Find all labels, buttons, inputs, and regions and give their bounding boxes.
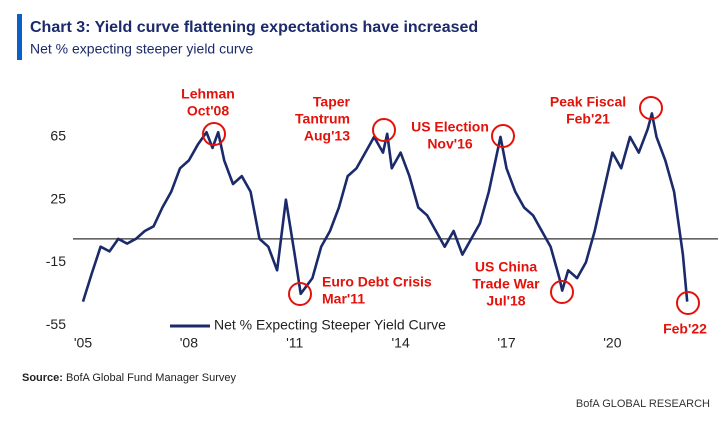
annotation-text: Jul'18 <box>486 293 525 309</box>
annotation-circle <box>639 96 663 120</box>
annotation-text: Lehman <box>181 86 235 102</box>
annotation-text: US China <box>475 259 537 275</box>
accent-bar <box>17 14 22 60</box>
annotation-circle <box>550 280 574 304</box>
x-tick-label: '08 <box>180 335 198 351</box>
annotation-circle <box>288 282 312 306</box>
annotation-text: Euro Debt Crisis <box>322 274 432 290</box>
y-tick-label: -15 <box>46 253 66 269</box>
annotation-text: Feb'22 <box>663 321 707 337</box>
x-tick-label: '11 <box>286 335 303 351</box>
annotation-text: Trade War <box>472 276 540 292</box>
x-tick-label: '05 <box>74 335 92 351</box>
annotation-text: Nov'16 <box>427 136 473 152</box>
annotation-text: Feb'21 <box>566 111 610 127</box>
chart-title: Chart 3: Yield curve flattening expectat… <box>30 19 478 36</box>
y-tick-label: -55 <box>46 316 66 332</box>
source-text: BofA Global Fund Manager Survey <box>66 372 236 384</box>
x-tick-label: '17 <box>497 335 515 351</box>
source-label: Source: <box>22 372 63 384</box>
y-tick-label: 25 <box>50 190 66 206</box>
annotation-text: Tantrum <box>295 111 350 127</box>
chart-subtitle: Net % expecting steeper yield curve <box>30 41 254 57</box>
annotation-text: Peak Fiscal <box>550 94 626 110</box>
annotation-text: Mar'11 <box>322 291 365 307</box>
annotation-circle <box>372 118 396 142</box>
annotation-text: Taper <box>313 94 351 110</box>
x-tick-label: '20 <box>603 335 621 351</box>
y-tick-label: 65 <box>50 128 66 144</box>
source: Source: BofA Global Fund Manager Survey <box>22 372 237 384</box>
annotation-text: Aug'13 <box>304 128 350 144</box>
annotation-circle <box>202 122 226 146</box>
annotation-circle <box>491 124 515 148</box>
legend-label: Net % Expecting Steeper Yield Curve <box>214 317 446 333</box>
annotation-circle <box>676 291 700 315</box>
footer: BofA GLOBAL RESEARCH <box>576 398 710 410</box>
annotation-text: US Election <box>411 119 489 135</box>
x-tick-label: '14 <box>391 335 409 351</box>
annotation-text: Oct'08 <box>187 103 229 119</box>
data-line <box>81 112 689 302</box>
